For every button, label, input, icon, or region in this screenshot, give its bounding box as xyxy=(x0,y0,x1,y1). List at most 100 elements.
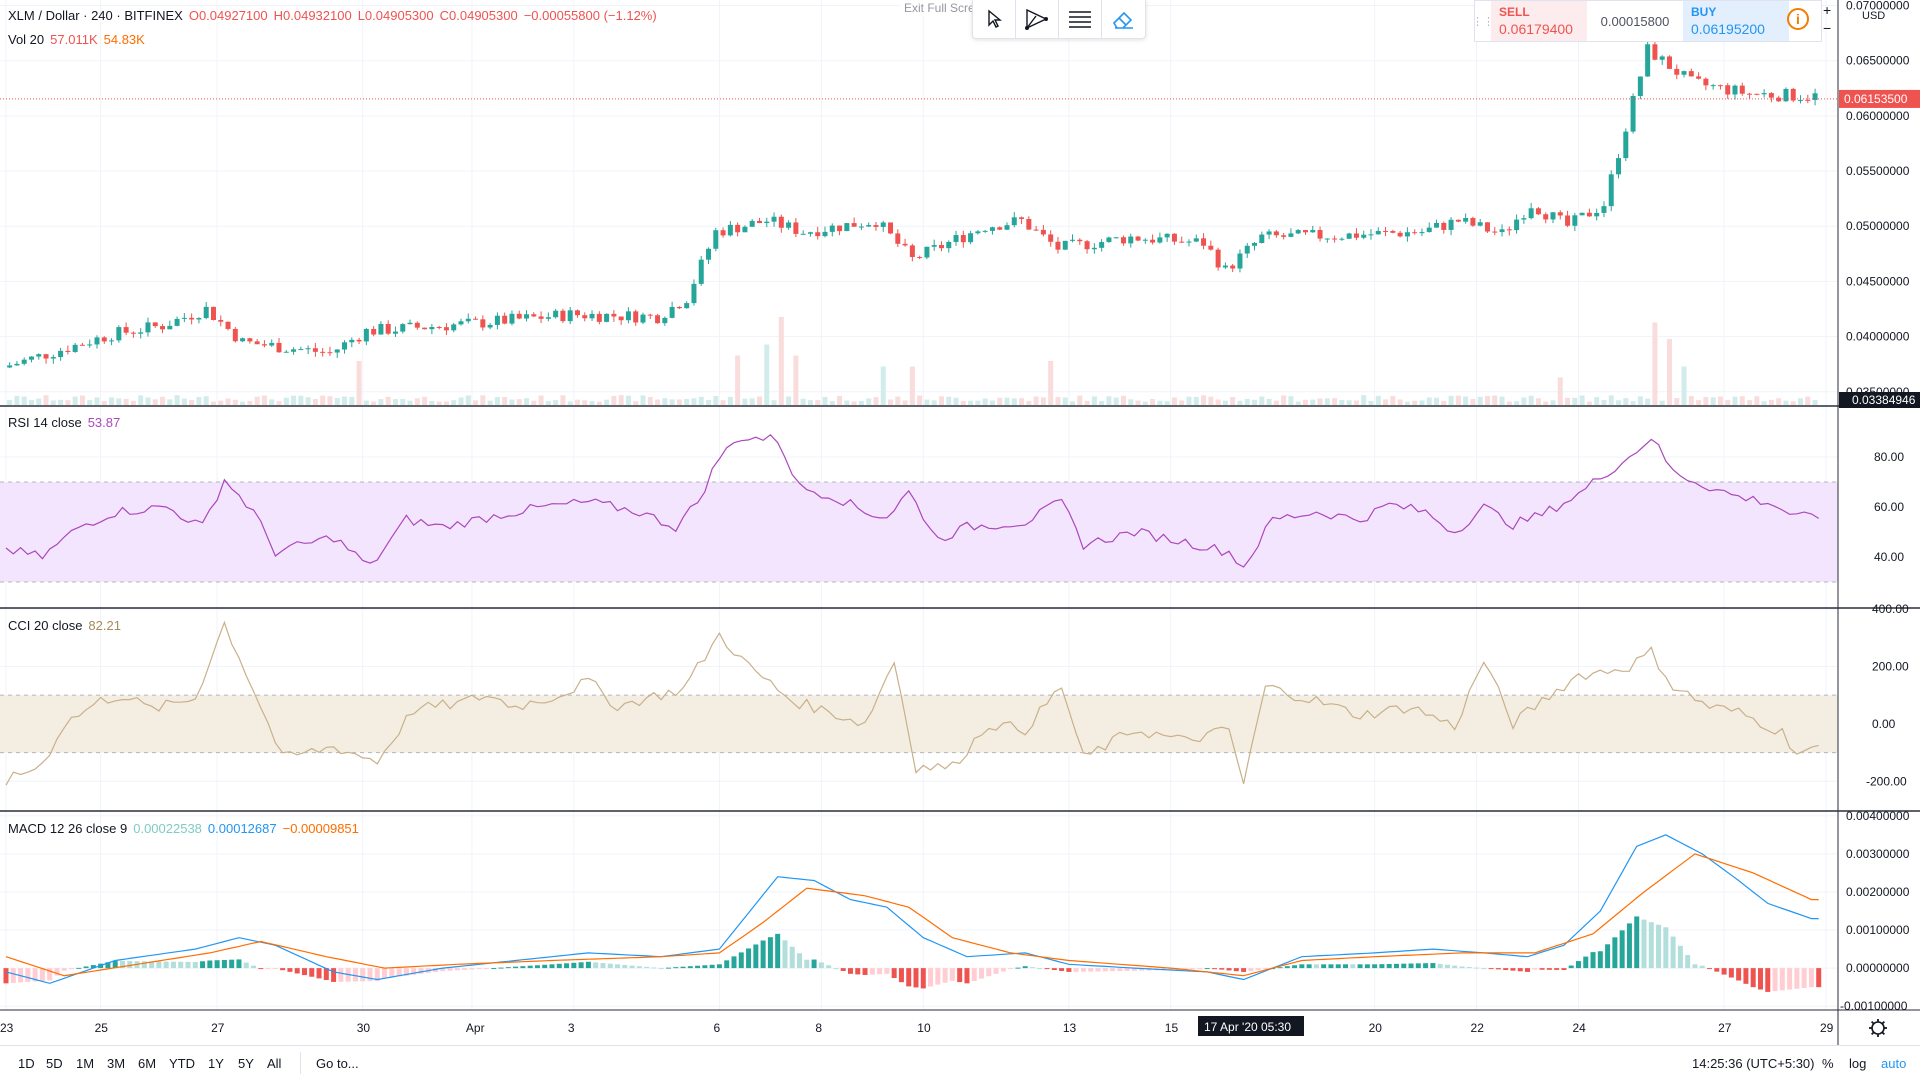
macd-hist-bar xyxy=(898,968,904,983)
buy-button[interactable]: BUY 0.06195200 xyxy=(1683,1,1789,41)
settings-gear-icon[interactable] xyxy=(1869,1019,1887,1037)
candle-body xyxy=(1004,225,1010,230)
macd-hist-bar xyxy=(105,962,111,969)
macd-legend: MACD 12 26 close 9 0.00022538 0.00012687… xyxy=(8,821,359,836)
currency-label[interactable]: USD xyxy=(1862,10,1886,22)
candle-body xyxy=(1659,56,1665,60)
macd-hist-bar xyxy=(1000,968,1006,972)
volume-bar xyxy=(1273,400,1279,405)
range-6m[interactable]: 6M xyxy=(138,1056,157,1071)
macd-hist-bar xyxy=(338,968,344,982)
volume-bar xyxy=(1492,395,1498,405)
macd-hist-bar xyxy=(891,968,897,979)
symbol-title[interactable]: XLM / Dollar · 240 · BITFINEX xyxy=(8,8,183,23)
macd-hist-bar xyxy=(928,968,934,987)
macd-hist-bar xyxy=(1757,968,1763,990)
range-5y[interactable]: 5Y xyxy=(238,1056,254,1071)
range-ytd[interactable]: YTD xyxy=(169,1056,195,1071)
candle-body xyxy=(458,321,464,325)
axis-bottom-tag xyxy=(1839,392,1920,408)
candle-body xyxy=(786,222,792,228)
volume-bar xyxy=(1732,396,1738,405)
range-1y[interactable]: 1Y xyxy=(208,1056,224,1071)
volume-bar xyxy=(1565,397,1571,405)
range-1m[interactable]: 1M xyxy=(76,1056,95,1071)
macd-tick-label: -0.00100000 xyxy=(1840,999,1908,1013)
candle-body xyxy=(1179,241,1185,243)
zoom-out-button[interactable]: − xyxy=(1823,20,1832,36)
volume-bar xyxy=(1543,401,1549,405)
macd-label[interactable]: MACD 12 26 close 9 xyxy=(8,821,128,836)
candle-body xyxy=(567,310,573,322)
candle-body xyxy=(1310,230,1316,233)
info-icon[interactable]: i xyxy=(1787,8,1809,30)
sell-button[interactable]: SELL 0.06179400 xyxy=(1491,1,1587,41)
macd-hist-bar xyxy=(971,968,977,981)
volume-bar xyxy=(1317,398,1323,405)
volume-label[interactable]: Vol 20 xyxy=(8,32,45,47)
drag-handle-icon[interactable]: ⋮⋮ xyxy=(1472,15,1494,28)
range-1d[interactable]: 1D xyxy=(18,1056,35,1071)
candle-body xyxy=(888,222,894,234)
candle-body xyxy=(720,230,726,236)
candle-body xyxy=(815,232,821,237)
candle-body xyxy=(1040,229,1046,235)
macd-hist-bar xyxy=(1313,964,1319,969)
log-toggle[interactable]: log xyxy=(1849,1056,1867,1071)
time-tick-label: 27 xyxy=(1718,1021,1732,1035)
auto-toggle[interactable]: auto xyxy=(1881,1056,1907,1071)
chart-canvas[interactable]: 0.07000000 0.06500000 0.06000000 0.05500000… xyxy=(0,0,1920,1045)
macd-hist-bar xyxy=(702,965,708,969)
volume-bar xyxy=(269,399,275,405)
symbol-legend: XLM / Dollar · 240 · BITFINEX O0.0492710… xyxy=(8,8,657,23)
cci-band xyxy=(0,695,1838,753)
macd-hist-bar xyxy=(1364,964,1370,969)
macd-hist-bar xyxy=(1677,945,1683,969)
rsi-label[interactable]: RSI 14 close xyxy=(8,415,82,430)
macd-hist-bar xyxy=(1597,951,1603,969)
volume-bar xyxy=(276,401,282,405)
cursor-tool-button[interactable] xyxy=(973,0,1016,38)
candle-body xyxy=(94,337,100,345)
candle-body xyxy=(1375,230,1381,235)
candle-body xyxy=(43,354,49,359)
macd-hist-bar xyxy=(658,968,664,970)
volume-bar xyxy=(1295,401,1301,405)
eraser-tool-button[interactable] xyxy=(1102,0,1144,38)
range-3m[interactable]: 3M xyxy=(107,1056,126,1071)
macd-hist-bar xyxy=(61,968,67,971)
volume-bar xyxy=(28,400,34,405)
time-tick-label: 30 xyxy=(357,1021,371,1035)
macd-hist-bar xyxy=(1080,968,1086,972)
goto-button[interactable]: Go to... xyxy=(316,1056,359,1071)
trend-angle-tool-button[interactable] xyxy=(1016,0,1059,38)
macd-hist-bar xyxy=(1495,968,1501,970)
macd-hist-bar xyxy=(360,968,366,982)
macd-hist-bar xyxy=(593,962,599,969)
cci-label[interactable]: CCI 20 close xyxy=(8,618,83,633)
range-5d[interactable]: 5D xyxy=(46,1056,63,1071)
candle-body xyxy=(982,230,988,232)
volume-bar xyxy=(1193,396,1199,405)
clock-display[interactable]: 14:25:36 (UTC+5:30) xyxy=(1692,1056,1815,1071)
macd-hist-bar xyxy=(1634,916,1640,969)
volume-bar xyxy=(1790,401,1796,405)
volume-bar xyxy=(1594,397,1600,405)
volume-bar xyxy=(625,395,631,405)
candle-body xyxy=(1521,218,1527,220)
range-all[interactable]: All xyxy=(267,1056,282,1071)
text-lines-tool-button[interactable] xyxy=(1059,0,1102,38)
volume-bar xyxy=(1645,398,1651,405)
volume-bar xyxy=(713,395,719,405)
candle-body xyxy=(669,306,675,318)
zoom-in-button[interactable]: + xyxy=(1823,2,1832,18)
percent-toggle[interactable]: % xyxy=(1822,1056,1834,1071)
volume-bar xyxy=(1426,397,1432,405)
volume-bar xyxy=(1252,399,1258,405)
volume-bar xyxy=(502,397,508,405)
volume-bar xyxy=(240,401,246,405)
macd-hist-bar xyxy=(272,968,278,970)
exit-fullscreen-hint[interactable]: Exit Full Scre xyxy=(900,0,979,16)
macd-hist-bar xyxy=(3,968,9,984)
gear-tooth xyxy=(1881,1020,1886,1025)
